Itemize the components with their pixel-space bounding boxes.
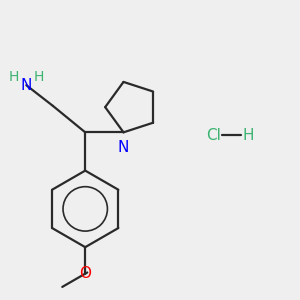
Text: H: H — [9, 70, 19, 84]
Text: O: O — [79, 266, 91, 281]
Text: H: H — [34, 70, 44, 84]
Text: Cl: Cl — [206, 128, 221, 143]
Text: H: H — [243, 128, 254, 143]
Text: N: N — [118, 140, 129, 155]
Text: N: N — [21, 78, 32, 93]
